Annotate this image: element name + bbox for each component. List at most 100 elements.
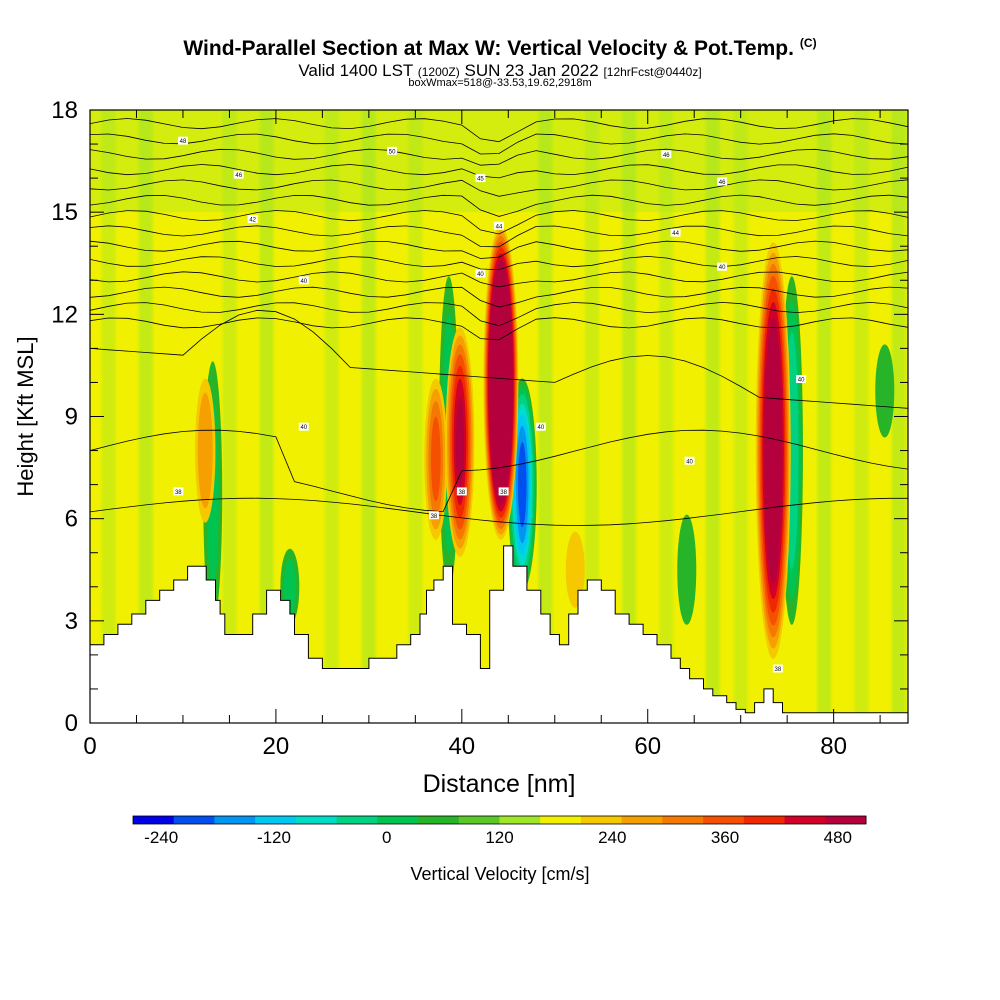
colorbar-swatch — [173, 816, 215, 824]
colorbar-tick-label: 240 — [598, 828, 626, 847]
updraft-band — [769, 381, 778, 520]
isentrope-label-box — [475, 269, 486, 278]
valid-date: SUN 23 Jan 2022 — [464, 61, 599, 80]
isentrope-label: 45 — [475, 174, 486, 183]
weak-updraft-streak — [324, 110, 339, 723]
weak-updraft-streak — [222, 110, 237, 723]
plot-area: 48 50 46 46 45 46 42 44 44 40 40 40 40 40 40 40 38 38 38 38… — [89, 109, 909, 724]
isentrope-label-box — [233, 170, 244, 179]
weak-updraft-streak — [622, 110, 637, 723]
isentrope-label: 40 — [796, 375, 807, 384]
isentrope-label-box — [475, 174, 486, 183]
updraft-band — [455, 396, 465, 488]
colorbar-swatch — [784, 816, 826, 824]
isentrope-line — [90, 210, 908, 235]
isentrope-label-box — [456, 487, 467, 496]
isentrope-label-text: 50 — [389, 149, 396, 155]
isentropes — [90, 118, 908, 526]
isentrope-line — [90, 255, 908, 271]
isentrope-label: 38 — [772, 664, 783, 673]
isentrope-label: 46 — [661, 150, 672, 159]
weak-updraft-streak — [733, 110, 748, 723]
x-axis: 0 20 40 60 80 — [83, 110, 881, 760]
weak-updraft-streak — [101, 110, 116, 723]
updraft — [483, 225, 519, 540]
y-tick-label: 0 — [65, 710, 78, 737]
isentrope-label-box — [717, 262, 728, 271]
isentrope-label-box — [428, 511, 439, 520]
forecast-info: [12hrFcst@0440z] — [603, 65, 702, 79]
isentrope-label: 40 — [684, 456, 695, 465]
isentrope-label-box — [177, 136, 188, 145]
isentrope-label-box — [717, 177, 728, 186]
y-tick-label: 6 — [65, 506, 78, 533]
weak-updraft-streak — [259, 110, 274, 723]
x-tick-label: 0 — [83, 733, 96, 760]
weak-updraft-streak — [538, 110, 553, 723]
colorbar-swatch — [418, 816, 460, 824]
box-wmax-info: boxWmax=518@-33.53,19.62,2918m — [408, 77, 592, 89]
isentrope-label-box — [298, 422, 309, 431]
weak-updraft-streak — [705, 110, 720, 723]
colorbar-label: Vertical Velocity [cm/s] — [410, 864, 589, 884]
weak-updraft-streak — [854, 110, 869, 723]
isentrope-label-box — [494, 221, 504, 230]
isentrope-label-text: 40 — [537, 425, 544, 431]
colorbar-tick-label: -120 — [257, 828, 291, 847]
colorbar-frame — [132, 815, 867, 825]
colorbar-swatch — [743, 816, 786, 824]
isentrope-label: 50 — [387, 146, 398, 155]
isentrope-label-box — [684, 456, 695, 465]
isentrope-label-text: 40 — [798, 378, 805, 384]
weak-updraft-streak — [138, 110, 153, 723]
colorbar-tick-label: 0 — [382, 828, 391, 847]
colorbar-swatch — [214, 816, 256, 824]
y-axis: 0 3 6 9 12 15 18 — [51, 97, 908, 737]
colorbar-swatch — [336, 816, 378, 824]
isentrope-line — [90, 271, 908, 288]
colorbar-swatch — [703, 816, 745, 824]
isentrope-label-box — [173, 487, 184, 496]
colorbar-tick-label: 360 — [711, 828, 739, 847]
updraft-band — [197, 392, 213, 509]
isentrope-line — [90, 317, 908, 341]
weak-updraft-streak — [659, 110, 674, 723]
updraft — [755, 242, 791, 659]
weak-updraft-streak — [408, 110, 423, 723]
downdraft-band — [677, 514, 697, 625]
isentrope-line — [90, 301, 908, 327]
zulu-time: (1200Z) — [417, 65, 460, 79]
y-tick-label: 3 — [65, 608, 78, 635]
isentrope-label: 40 — [535, 422, 546, 431]
isentrope-label-text: 38 — [175, 490, 182, 496]
isentrope-label-box — [387, 146, 398, 155]
chart-subtitle: Valid 1400 LST (1200Z) SUN 23 Jan 2022 [… — [0, 61, 1000, 81]
x-axis-label: Distance [nm] — [423, 770, 576, 798]
isentrope-label: 38 — [173, 487, 184, 496]
weak-updraft-streak — [361, 110, 376, 723]
isentrope-line — [90, 309, 908, 409]
isentrope-label: 40 — [475, 269, 486, 278]
colorbar-swatch — [621, 816, 663, 824]
isentrope-labels: 48 50 46 46 45 46 42 44 44 40 40 40 40 40 40 40 38 38 38 38… — [173, 136, 807, 673]
isentrope-label-text: 46 — [719, 180, 726, 186]
colorbar-swatch — [377, 816, 419, 824]
isentrope-line — [90, 133, 908, 155]
upper-streak-band — [90, 110, 908, 213]
isentrope-label-text: 38 — [500, 490, 507, 496]
isentrope-label: 48 — [177, 136, 188, 145]
x-tick-label: 80 — [820, 733, 847, 760]
weak-updraft-streak — [817, 110, 832, 723]
isentrope-label: 40 — [298, 276, 309, 285]
colorbar-tick-label: 120 — [485, 828, 513, 847]
y-tick-label: 15 — [51, 199, 78, 226]
colorbar-swatch — [133, 816, 175, 824]
isentrope-label-box — [247, 214, 258, 223]
colorbar-swatch — [458, 816, 500, 824]
chart-title: Wind-Parallel Section at Max W: Vertical… — [0, 36, 1000, 61]
updraft — [445, 327, 475, 557]
isentrope-line — [90, 194, 908, 217]
downdraft-band — [517, 441, 527, 528]
isentrope-label-text: 44 — [672, 231, 679, 237]
